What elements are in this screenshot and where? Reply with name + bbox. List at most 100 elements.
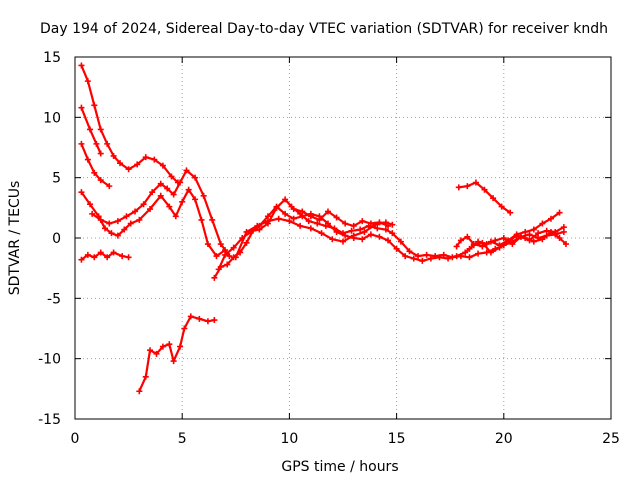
data-point xyxy=(91,102,98,109)
x-axis-label: GPS time / hours xyxy=(281,459,398,475)
series-line xyxy=(80,106,102,155)
chart-title: Day 194 of 2024, Sidereal Day-to-day VTE… xyxy=(40,21,608,37)
data-point xyxy=(530,226,537,233)
series-track-7 xyxy=(136,313,218,395)
data-point xyxy=(149,189,156,196)
x-tick-label: 10 xyxy=(280,431,298,447)
data-point xyxy=(483,241,490,248)
data-point xyxy=(490,195,497,202)
data-point xyxy=(110,152,117,159)
x-tick-label: 0 xyxy=(71,431,80,447)
data-point xyxy=(297,222,304,229)
data-point xyxy=(466,254,473,261)
data-point xyxy=(329,236,336,243)
data-point xyxy=(136,216,143,223)
series-track-10 xyxy=(232,215,396,261)
data-point xyxy=(183,167,190,174)
data-point xyxy=(340,238,346,245)
series-track-11 xyxy=(290,206,392,229)
data-point xyxy=(134,161,141,168)
data-point xyxy=(487,249,494,256)
data-point xyxy=(464,233,471,240)
data-point xyxy=(376,233,383,240)
data-point xyxy=(367,220,374,227)
data-point xyxy=(547,215,554,222)
data-point xyxy=(209,216,216,223)
data-point xyxy=(562,241,569,248)
data-point xyxy=(350,232,357,239)
data-point xyxy=(104,140,111,147)
data-point xyxy=(106,220,113,227)
data-point xyxy=(457,237,464,244)
data-point xyxy=(177,343,184,350)
data-point xyxy=(196,315,203,322)
data-point xyxy=(78,62,85,69)
data-point xyxy=(314,220,321,227)
data-point xyxy=(367,231,374,238)
data-point xyxy=(87,201,94,208)
data-point xyxy=(509,241,516,248)
data-point xyxy=(275,215,282,222)
data-point xyxy=(136,388,143,395)
data-point xyxy=(97,216,104,223)
data-point xyxy=(436,254,443,261)
data-point xyxy=(498,203,505,210)
data-point xyxy=(110,249,117,256)
data-point xyxy=(132,208,139,215)
data-point xyxy=(91,254,98,261)
data-point xyxy=(453,253,460,260)
data-point xyxy=(410,255,417,262)
series-line xyxy=(80,188,227,258)
series-line xyxy=(138,315,216,393)
data-point xyxy=(102,225,109,232)
x-tick-label: 20 xyxy=(495,431,513,447)
data-point xyxy=(106,183,113,190)
data-point xyxy=(78,256,85,263)
data-point xyxy=(406,248,413,255)
y-tick-label: 0 xyxy=(52,231,61,247)
data-point xyxy=(348,227,355,234)
series-track-14 xyxy=(466,224,567,252)
data-point xyxy=(539,236,546,243)
data-point xyxy=(560,224,567,231)
data-point xyxy=(385,222,392,229)
data-point xyxy=(517,233,524,240)
data-point xyxy=(539,220,546,227)
data-point xyxy=(108,230,115,237)
data-point xyxy=(97,249,104,256)
x-tick-label: 5 xyxy=(178,431,187,447)
data-point xyxy=(290,215,297,222)
data-point xyxy=(290,206,297,213)
data-point xyxy=(282,196,289,203)
series-track-1 xyxy=(78,62,181,186)
data-point xyxy=(526,231,533,238)
data-point xyxy=(204,241,211,248)
series-track-3 xyxy=(78,140,113,190)
data-point xyxy=(359,218,366,225)
y-axis-label: SDTVAR / TECUs xyxy=(7,181,23,296)
data-point xyxy=(91,169,98,176)
data-point xyxy=(496,242,503,249)
series-track-6 xyxy=(78,249,132,263)
data-point xyxy=(382,226,389,233)
data-point xyxy=(117,160,124,167)
data-point xyxy=(157,192,164,199)
y-tick-label: -10 xyxy=(38,352,61,368)
data-point xyxy=(264,218,271,225)
data-point xyxy=(164,185,171,192)
data-point xyxy=(192,174,199,181)
tick-labels: 0 5 10 15 20 25 -15 -10 -5 0 5 10 15 xyxy=(38,50,620,447)
data-point xyxy=(142,373,149,380)
data-point xyxy=(84,156,91,163)
data-point xyxy=(119,253,126,260)
data-point xyxy=(217,241,224,248)
data-point xyxy=(359,236,366,243)
data-point xyxy=(481,186,488,193)
series-track-4 xyxy=(78,186,229,260)
data-point xyxy=(464,183,471,190)
data-point xyxy=(385,237,392,244)
data-point xyxy=(226,253,233,260)
data-point xyxy=(350,222,357,229)
data-point xyxy=(357,226,364,233)
